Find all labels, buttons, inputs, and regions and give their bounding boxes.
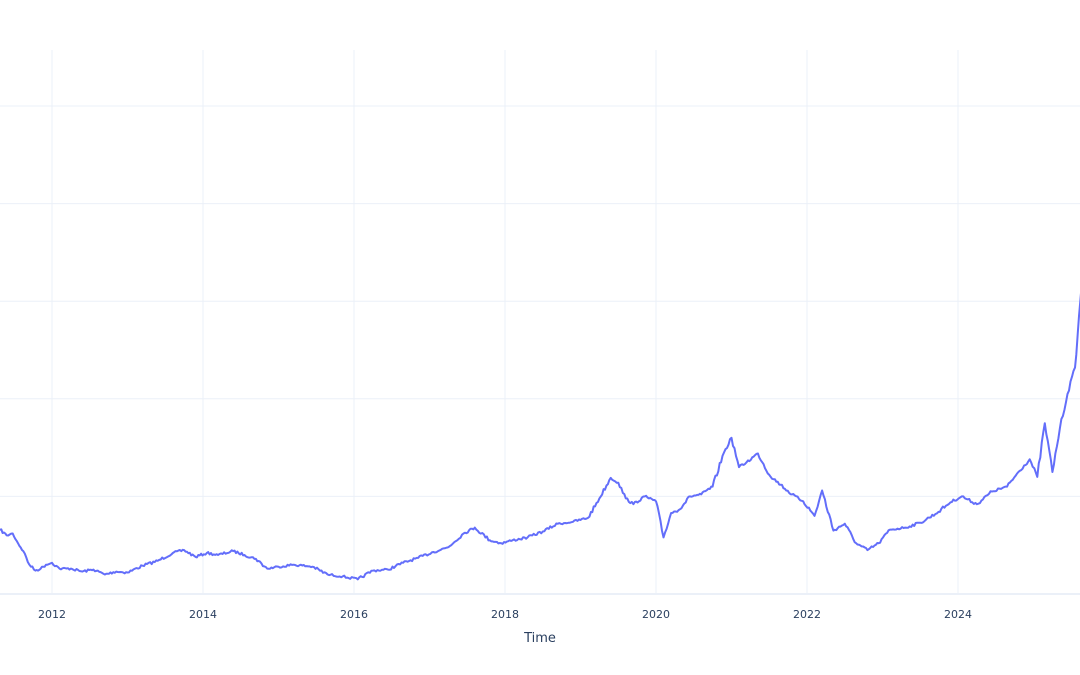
x-tick-label: 2024 xyxy=(944,608,972,621)
x-tick-label: 2016 xyxy=(340,608,368,621)
x-tick-label: 2014 xyxy=(189,608,217,621)
x-tick-label: 2012 xyxy=(38,608,66,621)
series-line xyxy=(0,292,1080,581)
x-tick-labels: 2012 2014 2016 2018 2020 2022 2024 xyxy=(38,608,972,621)
y-gridlines xyxy=(0,105,1080,497)
x-tick-label: 2022 xyxy=(793,608,821,621)
x-axis-title: Time xyxy=(523,631,556,646)
x-tick-label: 2020 xyxy=(642,608,670,621)
x-tick-label: 2018 xyxy=(491,608,519,621)
